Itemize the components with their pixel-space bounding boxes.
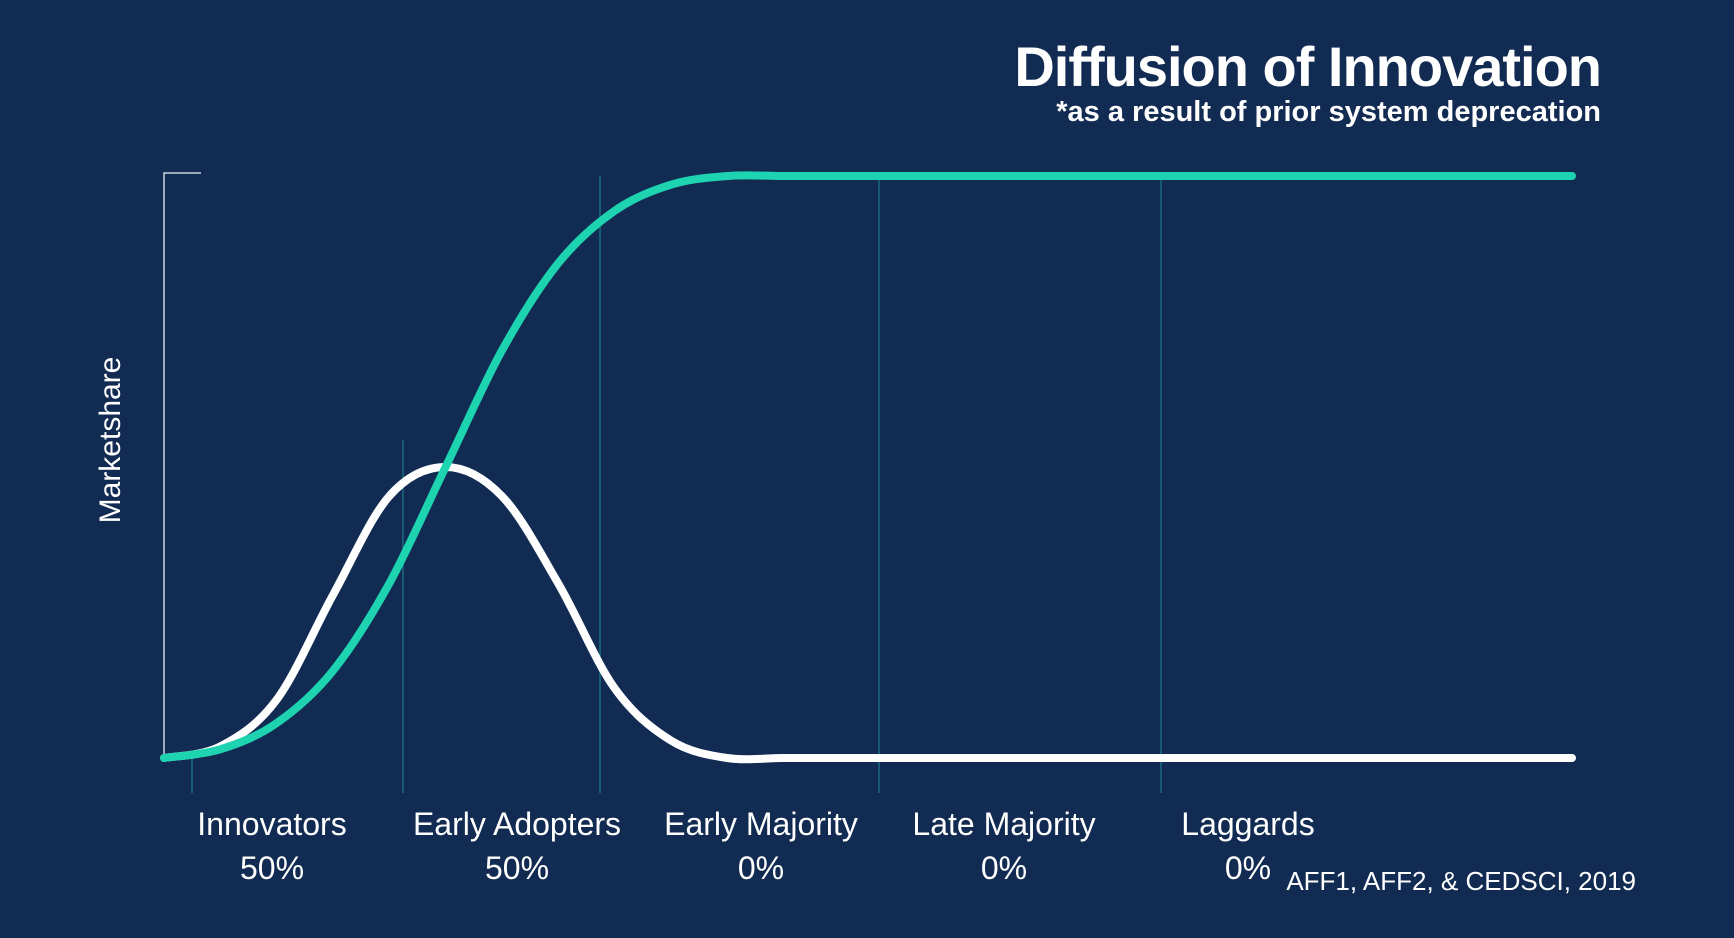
category-innovators: Innovators 50% — [197, 802, 346, 890]
category-early-majority: Early Majority 0% — [664, 802, 858, 890]
series-line-cumulative-adoption — [160, 171, 1576, 762]
category-label: Early Majority — [664, 806, 858, 842]
category-share: 0% — [737, 850, 785, 886]
category-late-majority: Late Majority 0% — [912, 802, 1095, 890]
category-laggards: Laggards 0% — [1181, 802, 1314, 890]
category-share: 0% — [1224, 850, 1272, 886]
category-share: 0% — [980, 850, 1028, 886]
category-label: Early Adopters — [412, 806, 622, 842]
series-line-adoption-bell — [160, 463, 1576, 764]
category-label: Laggards — [1181, 806, 1315, 842]
source-note: AFF1, AFF2, & CEDSCI, 2019 — [1286, 866, 1636, 896]
category-label: Innovators — [197, 806, 347, 842]
category-share: 50% — [484, 850, 550, 886]
y-axis-line — [163, 172, 201, 758]
chart-title: Diffusion of Innovation — [1014, 35, 1602, 98]
y-axis-label: Marketshare — [94, 356, 127, 524]
category-label: Late Majority — [912, 806, 1096, 842]
category-share: 50% — [239, 850, 305, 886]
chart-subtitle: *as a result of prior system deprecation — [1056, 96, 1601, 128]
category-early-adopters: Early Adopters 50% — [413, 802, 621, 890]
